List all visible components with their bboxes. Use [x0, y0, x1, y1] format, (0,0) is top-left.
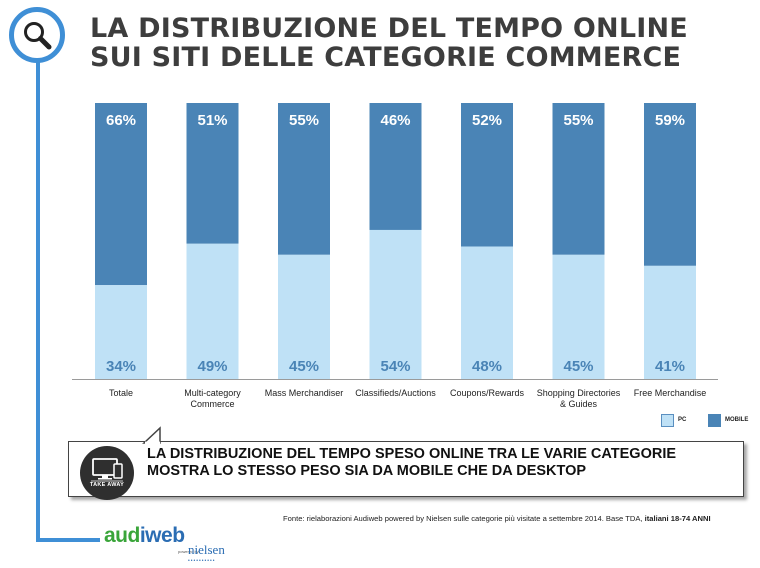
data-label-mobile: 59%: [655, 112, 685, 129]
category-label: Multi-category Commerce: [184, 388, 241, 409]
decorative-rail: [36, 52, 40, 542]
source-bold: italiani 18-74 ANNI: [644, 514, 711, 523]
data-label-pc: 54%: [380, 358, 410, 375]
bar-mobile: [95, 103, 147, 286]
audiweb-nielsen-logo: audiweb powered by nielsen ••••••••••: [104, 524, 254, 564]
category-label: Free Merchandise: [634, 388, 707, 398]
bar-mobile: [644, 103, 696, 266]
bar-pc: [644, 265, 696, 379]
bar-pc: [278, 254, 330, 379]
takeaway-callout: [68, 441, 744, 497]
page-title: LA DISTRIBUZIONE DEL TEMPO ONLINE SUI SI…: [90, 13, 688, 73]
data-label-pc: 48%: [472, 358, 502, 375]
source-note: Fonte: rielaborazioni Audiweb powered by…: [283, 514, 753, 523]
stacked-bar-chart: 66% 34% Totale 51% 49% Multi-category Commerce…: [72, 103, 718, 409]
audiweb-logo: audiweb: [104, 524, 185, 548]
bar-mobile: [186, 103, 239, 244]
data-label-mobile: 52%: [472, 112, 502, 129]
data-label-pc: 34%: [106, 358, 136, 375]
data-label-mobile: 51%: [197, 112, 227, 129]
category-label: Shopping Directories & Guides: [537, 388, 621, 409]
legend-swatch-mobile: [708, 414, 721, 427]
data-label-mobile: 55%: [289, 112, 319, 129]
legend-label-pc: PC: [678, 417, 687, 423]
bar-mobile: [552, 103, 605, 255]
nielsen-dots: ••••••••••: [188, 558, 216, 564]
takeaway-label: TAKE AWAY: [89, 482, 125, 488]
data-label-pc: 49%: [197, 358, 227, 375]
data-label-mobile: 66%: [106, 112, 136, 129]
legend-swatch-pc: [661, 414, 674, 427]
bar-pc: [461, 246, 513, 379]
decorative-rail-foot: [36, 538, 100, 542]
bar-mobile: [461, 103, 513, 247]
category-label: Mass Merchandiser: [265, 388, 344, 398]
nielsen-logo: nielsen: [188, 542, 225, 557]
takeaway-text: LA DISTRIBUZIONE DEL TEMPO SPESO ONLINE …: [147, 446, 677, 479]
data-label-mobile: 46%: [380, 112, 410, 129]
bar-pc: [552, 254, 605, 379]
category-label: Classifieds/Auctions: [355, 388, 436, 398]
data-label-pc: 45%: [289, 358, 319, 375]
takeaway-badge: TAKE AWAY: [80, 446, 134, 500]
data-label-mobile: 55%: [563, 112, 593, 129]
bar-mobile: [369, 103, 422, 230]
data-label-pc: 41%: [655, 358, 685, 375]
bar-pc: [95, 285, 147, 379]
audiweb-logo-aud: aud: [104, 524, 140, 547]
devices-icon: [91, 458, 123, 482]
search-badge: [9, 7, 65, 63]
category-label: Totale: [109, 388, 133, 398]
search-icon: [24, 22, 52, 50]
audiweb-logo-web: iweb: [139, 524, 185, 547]
powered-by-text: powered by: [178, 549, 199, 554]
data-label-pc: 45%: [563, 358, 593, 375]
legend-label-mobile: MOBILE: [725, 417, 749, 423]
bar-pc: [369, 229, 422, 379]
source-text: Fonte: rielaborazioni Audiweb powered by…: [283, 514, 645, 523]
bar-pc: [186, 243, 239, 379]
bar-mobile: [278, 103, 330, 255]
category-label: Coupons/Rewards: [450, 388, 525, 398]
callout-pointer-mask: [142, 426, 161, 444]
